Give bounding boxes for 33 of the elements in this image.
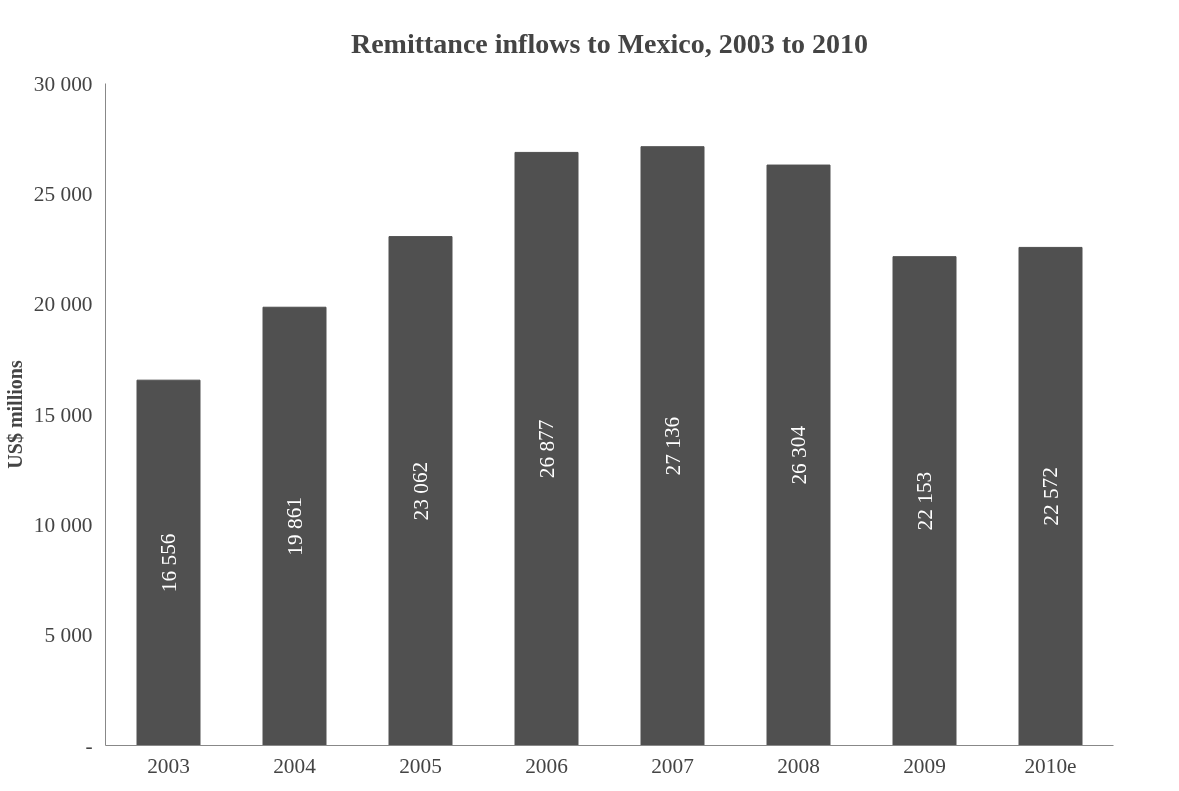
x-tick-label: 2003 [147, 753, 190, 778]
y-tick-label: 30 000 [33, 71, 93, 96]
y-tick-label: - [85, 733, 93, 758]
bar [1018, 246, 1083, 746]
x-tick-label: 2009 [903, 753, 946, 778]
x-tick-label: 2010e [1024, 753, 1077, 778]
x-tick-label: 2006 [525, 753, 569, 778]
x-tick-label: 2007 [651, 753, 695, 778]
y-tick-label: 15 000 [33, 402, 93, 427]
bar [766, 164, 831, 746]
data-label: 22 153 [912, 471, 937, 531]
bar [136, 379, 201, 746]
y-tick-label: 20 000 [33, 292, 93, 317]
y-tick-label: 5 000 [44, 623, 93, 648]
y-tick-label: 25 000 [33, 181, 93, 206]
data-label: 26 304 [786, 425, 811, 485]
bar [640, 146, 705, 746]
x-tick-label: 2008 [777, 753, 820, 778]
bar [388, 236, 453, 746]
data-label: 16 556 [156, 533, 181, 593]
data-label: 27 136 [660, 416, 685, 476]
y-tick-label: 10 000 [33, 512, 93, 537]
data-label: 22 572 [1038, 467, 1063, 526]
data-label: 23 062 [408, 461, 433, 521]
y-axis-title: US$ millions [3, 360, 26, 469]
x-tick-label: 2004 [273, 753, 317, 778]
data-label: 19 861 [282, 497, 307, 556]
bar [514, 151, 579, 746]
data-label: 26 877 [534, 419, 559, 479]
bar [262, 306, 327, 746]
bar [892, 256, 957, 746]
x-tick-label: 2005 [399, 753, 442, 778]
chart-title: Remittance inflows to Mexico, 2003 to 2010 [350, 27, 869, 59]
